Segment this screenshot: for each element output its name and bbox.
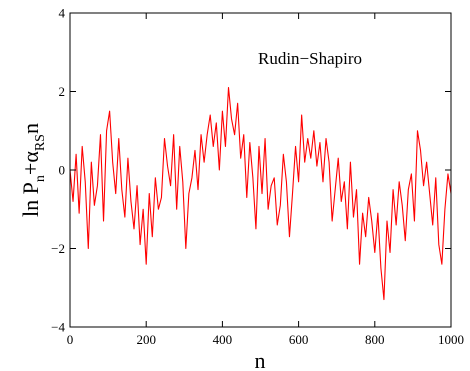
y-tick-label: −2: [51, 241, 65, 256]
plot-layer: [69, 87, 452, 301]
series-line-0: [69, 87, 452, 301]
y-tick-label: 4: [59, 6, 66, 21]
y-title-plus: +α: [18, 151, 43, 175]
x-tick-label: 200: [136, 332, 156, 347]
x-tick-label: 600: [289, 332, 309, 347]
y-title-tail: n: [18, 123, 43, 134]
y-axis-title: ln Pn+αRSn: [18, 123, 48, 217]
x-tick-label: 0: [67, 332, 74, 347]
y-title-base: ln P: [18, 182, 43, 217]
y-tick-label: 2: [59, 84, 66, 99]
x-tick-label: 800: [365, 332, 385, 347]
x-tick-label: 400: [213, 332, 233, 347]
x-tick-label: 1000: [438, 332, 464, 347]
y-title-alpha-sub: RS: [33, 134, 48, 151]
y-title-base-sub: n: [33, 175, 48, 182]
annotation: Rudin−Shapiro: [258, 49, 362, 68]
y-tick-label: −4: [51, 320, 65, 335]
x-axis-title: n: [255, 348, 266, 371]
ticks-layer: 0 200 400 600 800 1000 −4 −2 0 2 4: [51, 6, 464, 348]
y-tick-label: 0: [59, 163, 66, 178]
